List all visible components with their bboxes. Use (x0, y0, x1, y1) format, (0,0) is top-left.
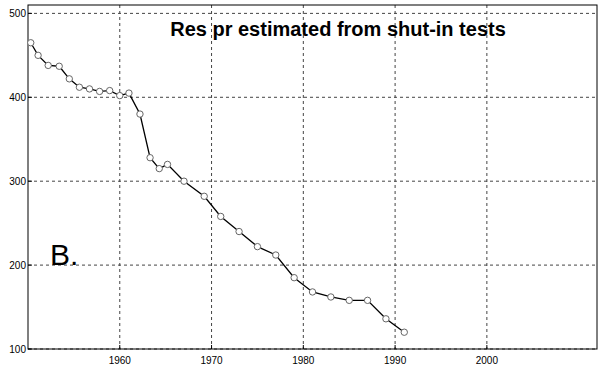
marker (254, 243, 260, 249)
y-tick (28, 265, 32, 266)
y-tick-label: 200 (9, 260, 26, 271)
marker (218, 213, 224, 219)
x-grid-line (486, 5, 487, 349)
y-tick-label: 400 (9, 92, 26, 103)
x-grid-line (211, 5, 212, 349)
chart: 100 200 300 400 500 1960 1970 1980 1990 2000 Res p… (0, 0, 600, 375)
x-grid-line (119, 5, 120, 349)
marker (76, 84, 82, 90)
line (31, 43, 405, 332)
x-tick (303, 345, 304, 349)
plot-frame (28, 5, 597, 349)
marker (236, 228, 242, 234)
x-tick (211, 345, 212, 349)
x-tick (395, 345, 396, 349)
x-grid-line (303, 5, 304, 349)
x-tick (119, 345, 120, 349)
y-grid-line (28, 181, 597, 182)
marker (383, 316, 389, 322)
y-tick-label: 500 (9, 8, 26, 19)
x-tick-label: 1960 (109, 355, 132, 366)
marker (273, 252, 279, 258)
marker (164, 161, 170, 167)
title: Res pr estimated from shut-in tests (170, 18, 506, 40)
series-group (28, 40, 407, 336)
marker (309, 289, 315, 295)
marker (346, 297, 352, 303)
annotation: B. (50, 238, 78, 271)
background (0, 0, 600, 375)
x-tick-label: 1970 (200, 355, 223, 366)
y-tick-label: 300 (9, 176, 26, 187)
y-tick-label: 100 (9, 344, 26, 355)
marker (401, 329, 407, 335)
marker (117, 92, 123, 98)
marker (96, 88, 102, 94)
marker (106, 87, 112, 93)
marker (201, 193, 207, 199)
y-grid-line (28, 265, 597, 266)
y-tick (28, 181, 32, 182)
y-tick (28, 97, 32, 98)
marker (28, 40, 34, 46)
marker (147, 155, 153, 161)
y-grid-line (28, 13, 597, 14)
marker (35, 52, 41, 58)
marker (137, 111, 143, 117)
marker (45, 62, 51, 68)
x-tick-label: 2000 (476, 355, 499, 366)
x-tick-label: 1980 (292, 355, 315, 366)
marker (291, 274, 297, 280)
marker (66, 76, 72, 82)
marker (181, 178, 187, 184)
marker (56, 63, 62, 69)
x-grid-line (395, 5, 396, 349)
marker (328, 294, 334, 300)
marker (156, 165, 162, 171)
marker (364, 297, 370, 303)
y-tick (28, 13, 32, 14)
marker (126, 90, 132, 96)
x-tick-label: 1990 (384, 355, 407, 366)
x-tick (486, 345, 487, 349)
marker (86, 86, 92, 92)
y-grid-line (28, 97, 597, 98)
